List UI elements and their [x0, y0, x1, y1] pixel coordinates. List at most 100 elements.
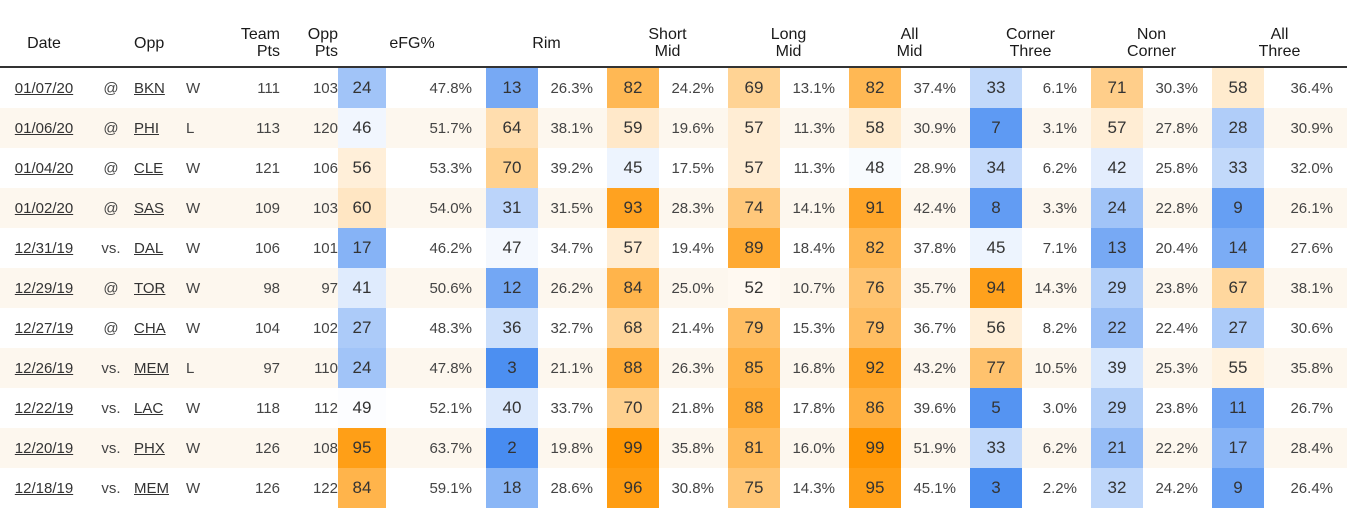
short-mid-pct-cell: 21.4%	[671, 319, 714, 337]
all-three-pct-cell: 28.4%	[1290, 439, 1334, 457]
rim-pct-cell: 26.2%	[550, 279, 593, 297]
short-mid-rank-cell: 70	[607, 388, 659, 428]
location-cell: vs.	[88, 468, 134, 508]
all-mid-pct-cell: 35.7%	[913, 279, 956, 297]
col-header-all-mid[interactable]: All Mid	[849, 20, 970, 67]
date-link[interactable]: 01/06/20	[14, 119, 74, 137]
long-mid-pct-cell: 15.3%	[792, 319, 835, 337]
long-mid-pct-cell: 11.3%	[793, 159, 835, 177]
table-row: 12/26/19 vs. MEM L 97 110 24 47.8% 3 21.1% 88 26.3%…	[0, 348, 1347, 388]
opponent-cell: PHX	[134, 428, 186, 468]
date-link[interactable]: 12/20/19	[14, 439, 74, 457]
table-row: 01/04/20 @ CLE W 121 106 56 53.3% 70 39.2% 45 17.5%…	[0, 148, 1347, 188]
short-mid-pct-cell: 24.2%	[671, 79, 714, 97]
opponent-cell: MEM	[134, 468, 186, 508]
date-link[interactable]: 01/04/20	[14, 159, 74, 177]
corner-three-pct-cell: 8.2%	[1042, 319, 1077, 337]
opp-points-cell: 120	[280, 108, 338, 148]
location-cell: @	[103, 119, 119, 137]
short-mid-rank-cell: 84	[607, 268, 659, 308]
rim-pct-cell: 26.3%	[550, 79, 593, 97]
opp-points-cell: 103	[280, 188, 338, 228]
non-corner-pct-cell: 22.2%	[1155, 439, 1198, 457]
date-link[interactable]: 01/07/20	[14, 79, 74, 97]
corner-three-pct-cell: 6.2%	[1042, 439, 1077, 457]
date-link[interactable]: 12/29/19	[14, 279, 74, 297]
col-header-all-three[interactable]: All Three	[1212, 20, 1347, 67]
rim-pct-cell: 31.5%	[550, 199, 593, 217]
opponent-link[interactable]: SAS	[134, 199, 165, 217]
opponent-link[interactable]: MEM	[134, 479, 169, 497]
short-mid-pct-cell: 19.4%	[671, 239, 714, 257]
opponent-link[interactable]: DAL	[134, 239, 164, 257]
short-mid-rank-cell: 99	[607, 428, 659, 468]
long-mid-pct-cell: 13.1%	[792, 79, 835, 97]
efg-rank-cell: 84	[338, 468, 386, 508]
short-mid-rank-cell: 59	[607, 108, 659, 148]
team-points-cell: 98	[230, 268, 280, 308]
location-cell: @	[88, 308, 134, 348]
col-header-opp-pts[interactable]: Opp Pts	[280, 20, 338, 67]
opponent-link[interactable]: CLE	[134, 159, 164, 177]
corner-three-pct-cell: 7.1%	[1042, 239, 1077, 257]
col-header-date[interactable]: Date	[27, 34, 61, 52]
opponent-link[interactable]: PHX	[134, 439, 165, 457]
opponent-link[interactable]: BKN	[134, 79, 165, 97]
location-cell: vs.	[88, 388, 134, 428]
short-mid-rank-cell: 96	[607, 468, 659, 508]
col-header-long-mid[interactable]: Long Mid	[728, 20, 849, 67]
date-link[interactable]: 12/31/19	[14, 239, 74, 257]
result-cell: W	[186, 388, 230, 428]
date-link[interactable]: 12/18/19	[14, 479, 74, 497]
col-header-rim[interactable]: Rim	[532, 34, 561, 52]
date-link[interactable]: 01/02/20	[14, 199, 74, 217]
col-header-non-corner[interactable]: Non Corner	[1091, 20, 1212, 67]
opponent-link[interactable]: MEM	[134, 359, 169, 377]
opponent-link[interactable]: LAC	[134, 399, 164, 417]
date-link[interactable]: 12/22/19	[14, 399, 74, 417]
team-points-cell: 106	[254, 239, 280, 257]
all-three-pct-cell: 27.6%	[1290, 239, 1334, 257]
result-cell: W	[186, 159, 201, 177]
header-line: Corner	[1006, 26, 1055, 43]
col-header-efg[interactable]: eFG%	[389, 34, 435, 52]
result-cell: W	[186, 239, 201, 257]
efg-pct-cell: 54.0%	[429, 199, 472, 217]
date-cell: 12/27/19	[0, 308, 88, 348]
col-header-short-mid[interactable]: Short Mid	[607, 20, 728, 67]
opp-points-cell: 106	[280, 148, 338, 188]
efg-rank-cell: 49	[338, 388, 386, 428]
location-cell: @	[103, 319, 119, 337]
corner-three-pct-cell: 3.1%	[1042, 119, 1077, 137]
header-line: Three	[1009, 43, 1052, 60]
opp-points-cell: 97	[321, 279, 338, 297]
rim-rank-cell: 36	[486, 308, 538, 348]
team-points-cell: 118	[230, 388, 280, 428]
opp-points-cell: 112	[280, 388, 338, 428]
all-mid-rank-cell: 95	[849, 468, 901, 508]
opponent-link[interactable]: CHA	[134, 319, 166, 337]
team-points-cell: 121	[254, 159, 280, 177]
header-line: Long	[770, 26, 807, 43]
date-cell: 12/20/19	[0, 428, 88, 468]
team-points-cell: 118	[256, 399, 280, 417]
date-link[interactable]: 12/26/19	[14, 359, 74, 377]
corner-three-rank-cell: 56	[970, 308, 1022, 348]
team-points-cell: 126	[230, 468, 280, 508]
all-mid-rank-cell: 58	[849, 108, 901, 148]
long-mid-rank-cell: 57	[728, 108, 780, 148]
rim-pct-cell: 32.7%	[550, 319, 593, 337]
opponent-link[interactable]: PHI	[134, 119, 160, 137]
col-header-team-pts[interactable]: Team Pts	[230, 20, 280, 67]
col-header-corner-three[interactable]: Corner Three	[970, 20, 1091, 67]
opponent-link[interactable]: TOR	[134, 279, 166, 297]
header-line: Opp	[307, 26, 338, 43]
date-link[interactable]: 12/27/19	[14, 319, 74, 337]
col-header-opp[interactable]: Opp	[134, 34, 165, 52]
long-mid-rank-cell: 88	[728, 388, 780, 428]
result-cell: L	[186, 119, 195, 137]
all-mid-pct-cell: 37.4%	[913, 79, 956, 97]
header-line: Non	[1136, 26, 1167, 43]
all-mid-rank-cell: 48	[849, 148, 901, 188]
